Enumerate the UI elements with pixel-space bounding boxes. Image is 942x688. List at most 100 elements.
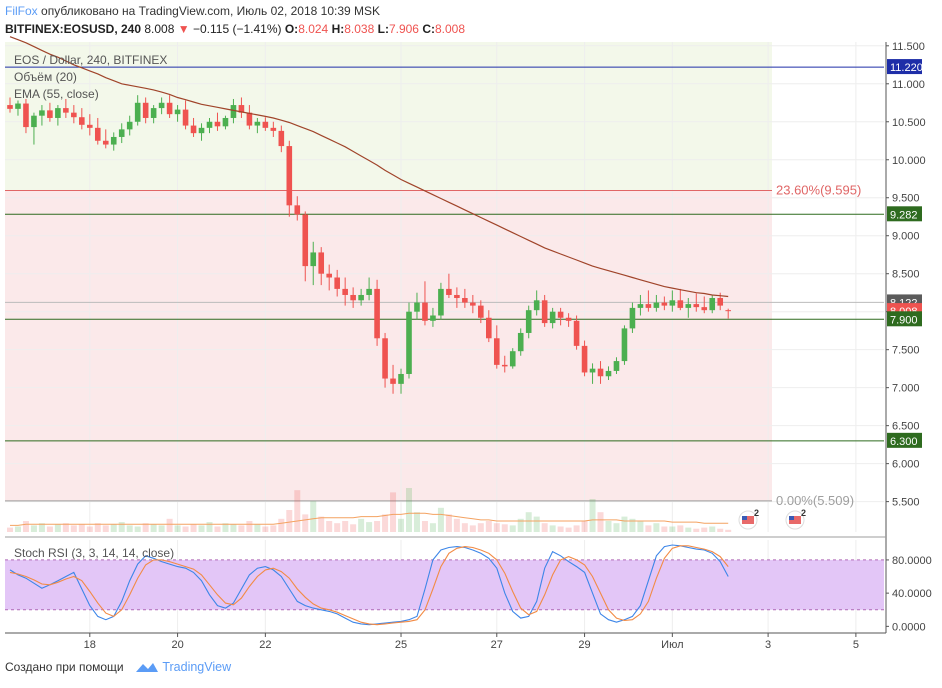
volume-bar (174, 525, 181, 532)
candle-body (23, 103, 29, 128)
high-value: 8.038 (344, 22, 375, 36)
ema-line (9, 36, 729, 298)
price-tick-label: 10.000 (892, 155, 926, 167)
candle-body (158, 102, 165, 109)
candle-body (454, 294, 460, 299)
volume-bar (653, 523, 660, 532)
volume-bar (421, 521, 428, 532)
volume-bar (142, 523, 149, 532)
stoch-band (5, 559, 884, 610)
time-tick-label: 20 (171, 639, 183, 650)
volume-bar (190, 524, 197, 532)
volume-bar (7, 527, 13, 532)
open-value: 8.024 (298, 22, 329, 36)
candle-body (549, 311, 556, 324)
volume-bar (637, 521, 644, 532)
volume-bar (509, 525, 516, 532)
time-axis: 18 20 22 25 27 29 Июл 3 5 (84, 633, 859, 650)
volume-bar (541, 523, 548, 532)
created-with-text: Создано при помощи (5, 660, 124, 674)
candle-body (87, 124, 93, 128)
candle-body (358, 294, 364, 301)
candle-body (166, 102, 173, 115)
stoch-legend: Stoch RSI (3, 3, 14, 14, close) (14, 546, 175, 560)
volume-bar (326, 521, 333, 532)
flag-stripes (742, 516, 754, 524)
volume-bar (605, 521, 612, 532)
tradingview-link[interactable]: TradingView (162, 660, 232, 674)
volume-bar (669, 526, 676, 532)
time-tick-label: 18 (84, 639, 96, 650)
candle-body (374, 288, 380, 339)
volume-bar (589, 499, 596, 532)
candle-body (637, 304, 644, 308)
candle-body (565, 317, 572, 321)
volume-bar (86, 526, 93, 532)
volume-bar (597, 512, 604, 532)
fib-0-label: 0.00%(5.509) (776, 493, 854, 508)
candle-body (462, 298, 468, 303)
candle-body (31, 115, 37, 128)
candle-body (15, 103, 21, 109)
volume-bar (318, 516, 325, 532)
volume-bar (30, 525, 37, 532)
volume-bar (62, 523, 69, 532)
candle-body (222, 117, 229, 127)
candle-body (717, 298, 724, 306)
candle-body (414, 302, 420, 312)
candle-body (118, 129, 125, 137)
volume-bar (573, 525, 580, 532)
candle-body (693, 304, 700, 308)
candle-body (39, 110, 45, 116)
price-tick-label: 10.500 (892, 117, 926, 129)
candle-body (366, 288, 372, 295)
candle-body (126, 121, 133, 130)
candle-body (573, 320, 580, 346)
price-tick-label: 7.500 (892, 345, 920, 357)
symbol-label: BITFINEX:EOSUSD, 240 (5, 22, 142, 36)
volume-bar (46, 526, 53, 532)
volume-bar (366, 522, 373, 532)
volume-bar (110, 524, 117, 532)
candle-body (326, 273, 332, 278)
last-price: 8.008 (144, 22, 175, 36)
candle-body (342, 288, 348, 295)
price-tick-label: 6.500 (892, 421, 920, 433)
volume-bar (222, 523, 229, 532)
candle-body (669, 300, 676, 306)
candle-body (270, 127, 277, 131)
volume-bar (517, 518, 524, 532)
candle-body (725, 310, 731, 312)
footer: Создано при помощи TradingView (5, 660, 231, 674)
candle-body (597, 368, 604, 377)
candle-body (470, 302, 476, 306)
volume-bar (677, 525, 684, 532)
candle-body (310, 252, 317, 267)
publisher-name[interactable]: FilFox (5, 4, 38, 18)
candle-body (7, 105, 13, 109)
candle-body (110, 136, 117, 145)
us-flag-event-icon: 2 (738, 508, 759, 530)
candle-body (206, 121, 213, 128)
stoch-tick-label: 40.0000 (892, 588, 932, 600)
volume-bar (38, 523, 45, 532)
candle-body (174, 109, 181, 115)
price-change: −0.115 (−1.41%) (192, 22, 282, 36)
candle-body (677, 300, 684, 308)
volume-bar (485, 521, 492, 532)
volume-bar (278, 518, 285, 532)
price-tick-label: 5.500 (892, 497, 920, 509)
volume-bar (382, 514, 389, 532)
volume-bar (230, 524, 237, 532)
volume-bar (254, 524, 261, 532)
price-chart-svg[interactable]: 23.60%(9.595)0.00%(5.509)2 211.50011.0001… (0, 0, 942, 650)
flag-stripes (789, 516, 801, 524)
volume-bar (126, 525, 133, 532)
flag-canton (789, 516, 794, 520)
candle-body (493, 338, 500, 365)
volume-bar (709, 526, 716, 532)
candle-body (286, 146, 293, 206)
volume-bar (453, 518, 460, 532)
volume-bar (358, 518, 365, 532)
volume-bar (246, 521, 253, 532)
